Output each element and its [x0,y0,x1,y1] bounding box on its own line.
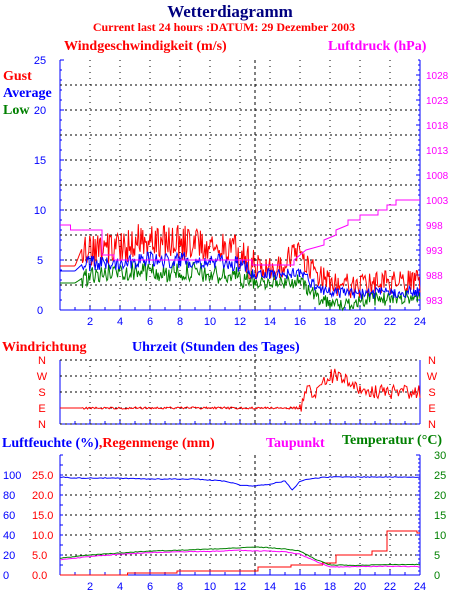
x-tick-label: 4 [117,581,123,593]
pressure-tick-label: 983 [426,296,443,307]
time-axis-label: Uhrzeit (Stunden des Tages) [132,340,300,355]
direction-tick-label-right: N [428,419,436,431]
series-dewpoint [59,549,421,568]
pressure-tick-label: 993 [426,246,443,257]
chart-title: Wetterdiagramm [167,2,293,21]
x-tick-label: 24 [414,316,426,328]
humidity-tick-label: 40 [3,530,15,542]
x-tick-label: 14 [264,316,276,328]
series-temperature [59,546,421,567]
rain-tick-label: 15.0 [32,510,53,522]
dewpoint-label: Taupunkt [266,436,325,451]
pressure-tick-label: 1028 [426,71,449,82]
direction-tick-label-right: N [428,355,436,367]
wind-tick-label: 20 [34,105,46,117]
x-tick-label: 22 [384,581,396,593]
humidity-tick-label: 100 [3,470,21,482]
pressure-tick-label: 998 [426,221,443,232]
wind-tick-label: 10 [34,205,46,217]
rain-tick-label: 25.0 [32,470,53,482]
x-tick-label: 4 [117,316,123,328]
x-tick-label: 2 [87,581,93,593]
plots: 0510152025983988993998100310081013101810… [3,55,449,593]
series-humidity [59,476,421,491]
rain-axis-label: Regenmenge (mm) [102,436,215,451]
chart-subtitle: Current last 24 hours :DATUM: 29 Dezembe… [93,20,355,34]
wind-tick-label: 25 [34,55,46,67]
humidity-tick-label: 0 [3,570,9,582]
pressure-tick-label: 1013 [426,146,449,157]
temperature-axis-label: Temperatur (°C) [342,433,442,448]
series-wind-direction [60,368,421,412]
x-tick-label: 20 [354,316,366,328]
pressure-tick-label: 1008 [426,171,449,182]
temperature-tick-label: 25 [434,470,446,482]
pressure-tick-label: 988 [426,271,443,282]
legend-low: Low [3,103,30,118]
x-tick-label: 22 [384,316,396,328]
rain-tick-label: 5.0 [32,550,47,562]
x-tick-label: 12 [234,316,246,328]
wind-direction-label: Windrichtung [2,340,87,355]
x-tick-label: 10 [204,581,216,593]
label-separator: , [99,436,103,451]
series-pressure [60,199,420,266]
direction-tick-label-right: S [428,387,435,399]
x-tick-label: 6 [147,581,153,593]
legend-average: Average [3,86,52,101]
humidity-axis-label: Luftfeuchte (%) [2,436,99,451]
legend-gust: Gust [3,69,32,84]
rain-tick-label: 10.0 [32,530,53,542]
direction-tick-label-left: E [38,403,45,415]
x-tick-label: 8 [177,581,183,593]
pressure-tick-label: 1003 [426,196,449,207]
temperature-tick-label: 20 [434,490,446,502]
pressure-tick-label: 1023 [426,96,449,107]
humidity-tick-label: 60 [3,510,15,522]
x-tick-label: 8 [177,316,183,328]
wind-tick-label: 0 [37,305,43,317]
pressure-tick-label: 1018 [426,121,449,132]
x-tick-label: 6 [147,316,153,328]
temperature-tick-label: 15 [434,510,446,522]
wind-tick-label: 15 [34,155,46,167]
direction-tick-label-left: S [38,387,45,399]
humidity-rain-label: Luftfeuchte (%),Regenmenge (mm) [2,436,215,451]
wind-tick-label: 5 [37,255,43,267]
direction-tick-label-right: E [428,403,435,415]
x-tick-label: 18 [324,581,336,593]
x-tick-label: 18 [324,316,336,328]
direction-tick-label-left: N [38,419,46,431]
x-tick-label: 10 [204,316,216,328]
rain-tick-label: 0.0 [32,570,47,582]
temperature-tick-label: 5 [434,550,440,562]
temperature-tick-label: 30 [434,450,446,462]
x-tick-label: 16 [294,316,306,328]
rain-tick-label: 20.0 [32,490,53,502]
temperature-tick-label: 10 [434,530,446,542]
series-rain [60,530,420,576]
x-tick-label: 16 [294,581,306,593]
humidity-tick-label: 80 [3,490,15,502]
temperature-tick-label: 0 [434,570,440,582]
x-tick-label: 20 [354,581,366,593]
pressure-axis-label: Luftdruck (hPa) [328,39,427,54]
direction-tick-label-right: W [427,371,438,383]
wind-speed-axis-label: Windgeschwindigkeit (m/s) [64,39,227,54]
series-average [60,250,421,300]
x-tick-label: 24 [414,581,426,593]
x-tick-label: 12 [234,581,246,593]
direction-tick-label-left: W [37,371,48,383]
direction-tick-label-left: N [38,355,46,367]
x-tick-label: 14 [264,581,276,593]
humidity-tick-label: 20 [3,550,15,562]
x-tick-label: 2 [87,316,93,328]
